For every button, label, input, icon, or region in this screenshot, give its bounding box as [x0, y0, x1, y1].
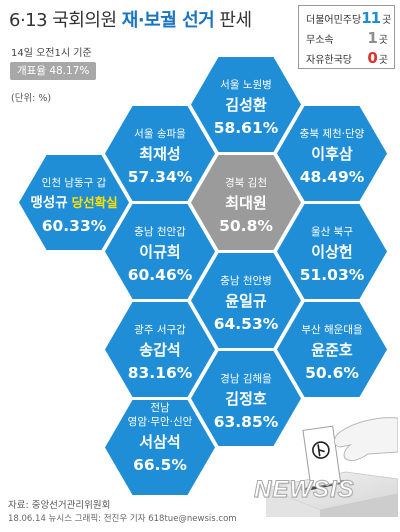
district-hex-ulsan-buk: 울산 북구 이상헌 51.03%	[277, 204, 387, 299]
district-vote-rate: 51.03%	[299, 265, 365, 284]
ballot-box-front-left	[266, 488, 320, 517]
district-region-line2: 영암·무안·신안	[127, 415, 193, 428]
legend-row-liberty-korea-party: 자유한국당 0 곳	[306, 49, 388, 69]
title-prefix: 6·13 국회의원	[9, 10, 117, 31]
district-hex-gyeongnam-gimhae-eul: 경남 김해을 김정호 63.85%	[191, 351, 301, 446]
district-candidate: 윤일규	[225, 291, 267, 310]
district-region: 울산 북구	[311, 225, 353, 238]
legend-row-independent: 무소속 1 곳	[306, 29, 388, 49]
page-title: 6·13 국회의원 재·보궐 선거 판세	[9, 6, 252, 32]
district-candidate-row: 맹성규 당선확실	[30, 194, 117, 212]
district-candidate: 윤준호	[311, 340, 353, 359]
district-hex-seoul-songpa-eul: 서울 송파을 최재성 57.34%	[105, 106, 215, 201]
district-candidate: 이후삼	[311, 144, 353, 163]
district-region: 서울 송파을	[134, 127, 186, 140]
district-candidate: 이규희	[139, 242, 181, 261]
ballot-paper-group	[302, 425, 342, 488]
title-suffix: 판세	[219, 10, 252, 31]
count-rate-badge: 개표율 48.17%	[10, 62, 97, 80]
legend-party-label: 자유한국당	[306, 55, 352, 66]
district-candidate: 송갑석	[139, 340, 181, 359]
district-region: 충북 제천·단양	[299, 127, 365, 140]
district-region: 충남 천안병	[220, 274, 272, 287]
district-region: 경남 김해을	[220, 372, 272, 385]
district-region: 인천 남동구 갑	[41, 176, 107, 189]
district-candidate: 최대원	[225, 193, 267, 212]
district-hex-chungnam-cheonan-byeong: 충남 천안병 윤일규 64.53%	[191, 253, 301, 348]
district-hex-gwangju-seo-gap: 광주 서구갑 송갑석 83.16%	[105, 302, 215, 397]
district-vote-rate: 66.5%	[133, 455, 187, 474]
district-vote-rate: 50.6%	[305, 363, 359, 382]
district-hex-chungnam-cheonan-gap: 충남 천안갑 이규희 60.46%	[105, 204, 215, 299]
legend-party-label: 더불어민주당	[306, 15, 362, 26]
district-candidate: 이상헌	[311, 242, 353, 261]
district-candidate: 김성환	[225, 95, 267, 114]
district-vote-rate: 63.85%	[213, 412, 279, 431]
district-hex-jeonnam-yeongam-muan-sinan: 전남 영암·무안·신안 서삼석 66.5%	[105, 400, 215, 495]
legend-seat-count: 11	[361, 9, 381, 27]
district-vote-rate: 83.16%	[127, 363, 193, 382]
district-region: 부산 해운대을	[301, 323, 363, 336]
district-vote-rate: 64.53%	[213, 314, 279, 333]
district-candidate: 김정호	[225, 389, 267, 408]
district-vote-rate: 57.34%	[127, 167, 193, 186]
district-hex-chungbuk-jecheon-danyang: 충북 제천·단양 이후삼 48.49%	[277, 106, 387, 201]
legend-seat-unit: 곳	[382, 15, 392, 26]
credit-note: 18.06.14 뉴시스 그래픽: 전진우 기자 618tue@newsis.c…	[8, 514, 237, 524]
legend-party-label: 무소속	[306, 35, 334, 46]
timestamp-note: 14일 오전1시 기준	[11, 48, 92, 59]
district-vote-rate: 50.8%	[219, 216, 273, 235]
ballot-paper	[302, 425, 342, 488]
ballot-box-front-right	[320, 494, 398, 517]
party-seat-legend: 더불어민주당 11 곳 무소속 1 곳 자유한국당 0 곳	[298, 5, 395, 69]
district-candidate: 서삼석	[139, 432, 181, 451]
ballot-box-icon	[264, 417, 398, 517]
district-vote-rate: 48.49%	[299, 167, 365, 186]
district-region: 광주 서구갑	[134, 323, 186, 336]
district-region: 경북 김천	[225, 176, 267, 189]
stamp-mark-stroke	[317, 444, 325, 457]
newsis-watermark: NEWSIS	[254, 476, 355, 504]
district-hex-busan-haeundae-eul: 부산 해운대을 윤준호 50.6%	[277, 302, 387, 397]
district-candidate: 최재성	[139, 144, 181, 163]
source-note: 자료: 중앙선거관리위원회	[8, 500, 111, 511]
title-highlight: 재·보궐 선거	[121, 10, 215, 31]
district-hex-incheon-namdong-gap: 인천 남동구 갑 맹성규 당선확실 60.33%	[19, 155, 129, 250]
stamp-mark-icon	[312, 441, 330, 459]
district-hex-seoul-nowon-byeong: 서울 노원병 김성환 58.61%	[191, 57, 301, 152]
district-region: 전남	[150, 401, 170, 414]
district-vote-rate: 58.61%	[213, 118, 279, 137]
legend-seat-unit: 곳	[378, 35, 388, 46]
district-vote-rate: 60.33%	[41, 216, 107, 235]
district-candidate: 맹성규	[30, 194, 68, 211]
district-hex-gyeongbuk-gimcheon: 경북 김천 최대원 50.8%	[191, 155, 301, 250]
legend-seat-count: 1	[367, 29, 377, 47]
district-vote-rate: 60.46%	[127, 265, 193, 284]
legend-row-democratic-party: 더불어민주당 11 곳	[306, 9, 392, 29]
district-region: 서울 노원병	[220, 78, 272, 91]
win-certain-badge: 당선확실	[71, 194, 118, 210]
district-region: 충남 천안갑	[134, 225, 186, 238]
unit-note: (단위: %)	[11, 93, 52, 104]
hand-icon	[333, 417, 398, 461]
legend-seat-count: 0	[367, 49, 377, 67]
legend-seat-unit: 곳	[378, 55, 388, 66]
